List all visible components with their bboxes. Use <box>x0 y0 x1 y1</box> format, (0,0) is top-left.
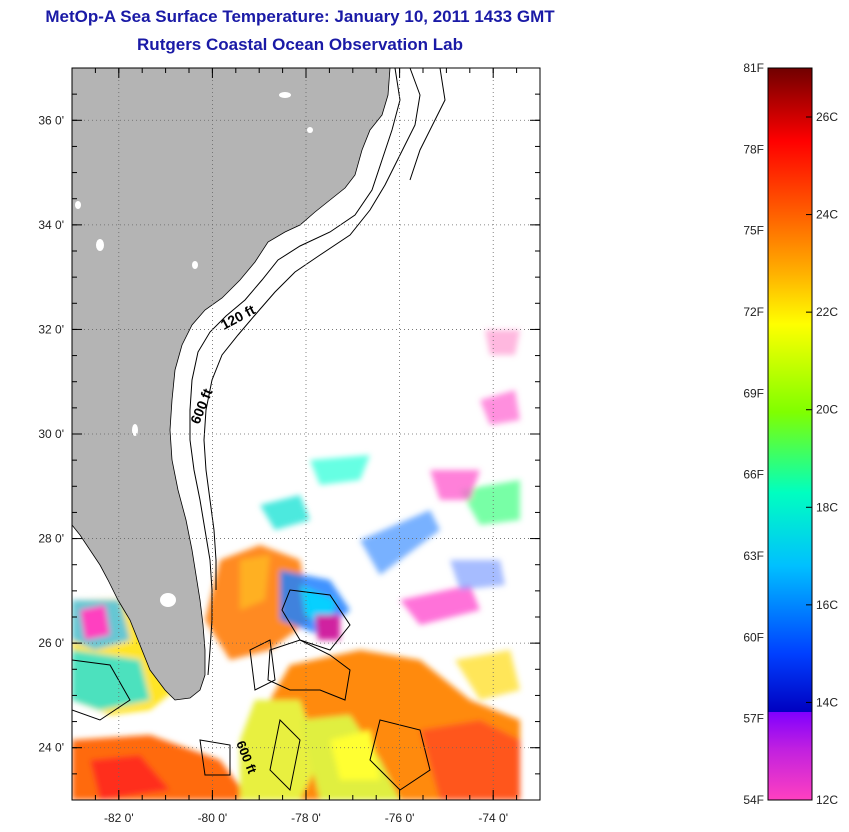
colorbar-labels: 81F 78F 75F 72F 69F 66F 63F 60F 57F 54F 26C 24C 22C 2… <box>743 61 838 807</box>
lon-tick-label: -80 0' <box>198 811 228 825</box>
colorbar-c-label: 12C <box>816 793 838 807</box>
lon-tick-label: -76 0' <box>385 811 415 825</box>
lat-tick-label: 24 0' <box>38 741 64 755</box>
colorbar-f-label: 66F <box>743 468 764 482</box>
colorbar-c-label: 20C <box>816 403 838 417</box>
colorbar-f-label: 72F <box>743 305 764 319</box>
inland-lakes <box>75 92 313 607</box>
map-subtitle: Rutgers Coastal Ocean Observation Lab <box>137 35 463 54</box>
colorbar-c-label: 16C <box>816 598 838 612</box>
land-mass <box>72 68 391 701</box>
colorbar-c-label: 26C <box>816 110 838 124</box>
lat-tick-label: 32 0' <box>38 322 64 336</box>
colorbar-f-label: 81F <box>743 61 764 75</box>
colorbar-f-label: 57F <box>743 712 764 726</box>
map-title: MetOp-A Sea Surface Temperature: January… <box>45 7 555 26</box>
lon-tick-label: -74 0' <box>478 811 508 825</box>
colorbar <box>767 67 813 801</box>
colorbar-c-label: 18C <box>816 500 838 514</box>
colorbar-c-label: 22C <box>816 305 838 319</box>
lat-tick-label: 28 0' <box>38 532 64 546</box>
colorbar-f-label: 78F <box>743 142 764 156</box>
colorbar-f-label: 63F <box>743 549 764 563</box>
colorbar-f-label: 75F <box>743 224 764 238</box>
lat-tick-label: 26 0' <box>38 636 64 650</box>
lat-tick-label: 30 0' <box>38 427 64 441</box>
colorbar-c-label: 14C <box>816 695 838 709</box>
lat-tick-label: 36 0' <box>38 113 64 127</box>
lat-tick-label: 34 0' <box>38 218 64 232</box>
lon-tick-label: -82 0' <box>104 811 134 825</box>
depth-contours <box>72 68 446 792</box>
colorbar-c-label: 24C <box>816 208 838 222</box>
axis-ticks: 36 0' 34 0' 32 0' 30 0' 28 0' 26 0' 24 0' -82 0… <box>38 67 541 825</box>
sst-patches <box>72 330 520 800</box>
colorbar-f-label: 69F <box>743 386 764 400</box>
lon-tick-label: -78 0' <box>291 811 321 825</box>
colorbar-f-label: 60F <box>743 630 764 644</box>
colorbar-f-label: 54F <box>743 793 764 807</box>
